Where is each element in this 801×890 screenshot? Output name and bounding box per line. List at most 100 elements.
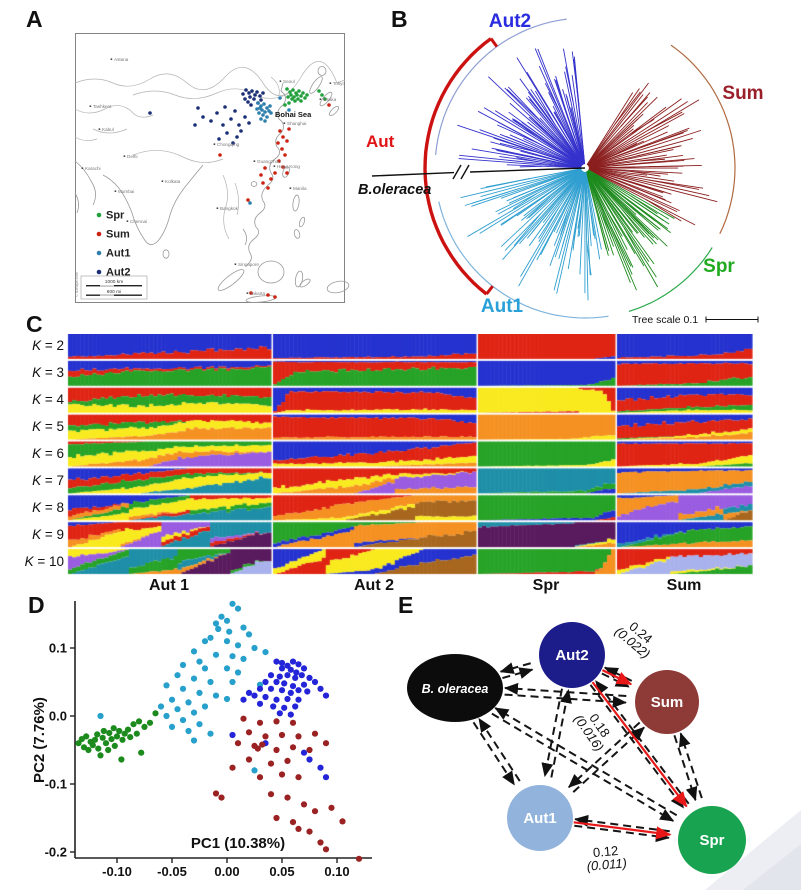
tree-branch [479, 129, 582, 168]
tree-branch [459, 154, 582, 169]
pca-point-sum [212, 790, 220, 797]
pca-point-aut1 [179, 717, 187, 724]
migration-weight-label: 0.12 [592, 843, 619, 860]
tree-branch [588, 129, 702, 168]
tree-branch [588, 169, 670, 225]
sample-dot-spr [299, 99, 303, 103]
map-credit: © d-maps.com [75, 272, 79, 297]
map-scalebar: 1000 km 600 mi © d-maps.com [75, 272, 148, 300]
city-marker [279, 80, 282, 82]
outgroup-branch [371, 164, 586, 180]
sample-dot-aut2 [261, 91, 265, 95]
pca-point-sum [273, 746, 280, 754]
tree-scale: Tree scale 0.1 [632, 314, 759, 326]
pca-point-spr [99, 734, 106, 741]
sample-dot-spr [290, 97, 294, 101]
tree-branch [588, 169, 696, 226]
sample-dot-aut1 [255, 107, 259, 111]
tree-branch [556, 171, 584, 234]
tree-branch [521, 121, 544, 138]
pca-point-sum [278, 771, 286, 778]
tree-branch [586, 92, 634, 165]
clade-label-aut2: Aut2 [489, 11, 531, 32]
pca-point-aut1 [174, 706, 181, 713]
tree-branch [614, 91, 641, 125]
tree-branch [616, 118, 639, 139]
tree-branch [607, 212, 623, 237]
sample-dot-sum [266, 186, 270, 190]
k-label: K = 3 [32, 365, 64, 381]
pca-point-sum [234, 740, 242, 747]
city-label: Osaka [323, 97, 337, 102]
tree-branch [534, 48, 584, 165]
sample-dot-aut2 [193, 123, 197, 127]
pca-point-aut1 [185, 699, 192, 706]
migration-edge-aut2-sum [601, 669, 633, 686]
sample-dot-spr [288, 90, 292, 94]
sample-dot-spr [293, 99, 297, 103]
pca-point-aut2 [278, 665, 286, 672]
pca-point-spr [95, 745, 102, 752]
sample-dot-aut2 [217, 137, 221, 141]
tree-branch [647, 179, 704, 189]
sample-dot-aut2 [148, 111, 152, 115]
city-marker [253, 160, 256, 162]
tree-branch [587, 92, 651, 166]
sample-dot-sum [281, 165, 285, 169]
tree-branch [500, 168, 582, 199]
pca-point-aut2 [289, 683, 297, 690]
pca-point-aut1 [240, 655, 247, 662]
pca-point-aut1 [174, 672, 181, 679]
sample-dot-aut1 [287, 108, 291, 112]
sample-dot-aut2 [253, 93, 257, 97]
tree-branch [519, 170, 583, 244]
pca-point-aut2 [289, 658, 297, 665]
legend-label-sum: Sum [106, 229, 130, 241]
sample-dot-sum [277, 159, 281, 163]
gene-flow-edge [472, 721, 516, 786]
tree-branch [587, 170, 637, 215]
tree-branch [588, 127, 690, 167]
tree-branch [588, 99, 700, 167]
city-marker [110, 58, 113, 60]
sample-dot-sum [327, 103, 331, 107]
pca-x-tick-label: 0.10 [324, 864, 349, 879]
sample-dot-aut1 [258, 106, 262, 110]
tree-branch [548, 92, 584, 165]
pca-point-aut2 [293, 669, 300, 676]
sample-dot-aut2 [248, 95, 252, 99]
tree-branch [471, 188, 520, 204]
tree-branch [553, 171, 584, 232]
tree-branch [573, 59, 586, 165]
city-marker [246, 292, 249, 294]
tree-branch [585, 171, 610, 251]
aut-bracket-tick [489, 37, 499, 48]
sample-dot-spr [317, 89, 321, 93]
sampling-map: Astana Tashkent Kabul Delhi Karachi Mumbai Che… [74, 33, 350, 303]
pca-point-sum [262, 733, 269, 740]
pca-point-aut1 [229, 678, 236, 686]
tree-branch [506, 136, 539, 150]
sample-dot-aut2 [209, 119, 213, 123]
pca-x-tick-label: 0.00 [214, 864, 239, 879]
pca-point-spr [110, 725, 117, 732]
pca-x-tick-label: -0.10 [102, 864, 132, 879]
tree-branch [628, 180, 672, 195]
tree-branch [480, 177, 531, 190]
pca-point-aut2 [287, 689, 294, 696]
pca-point-aut2 [281, 680, 288, 687]
sample-dot-spr [283, 103, 287, 107]
pca-x-tick-label: 0.05 [269, 864, 294, 879]
pca-point-sum [339, 818, 346, 825]
tree-branch [588, 168, 710, 197]
pca-point-aut1 [226, 628, 233, 635]
pca-point-aut2 [295, 696, 302, 703]
sample-dot-sum [281, 135, 285, 139]
pca-point-aut2 [306, 674, 313, 681]
tree-branch [554, 111, 584, 165]
pca-point-spr [152, 710, 159, 717]
tree-branch [610, 203, 625, 221]
pca-point-aut1 [190, 648, 198, 655]
tree-branch [516, 57, 584, 165]
aut-bracket-tick [485, 285, 494, 296]
